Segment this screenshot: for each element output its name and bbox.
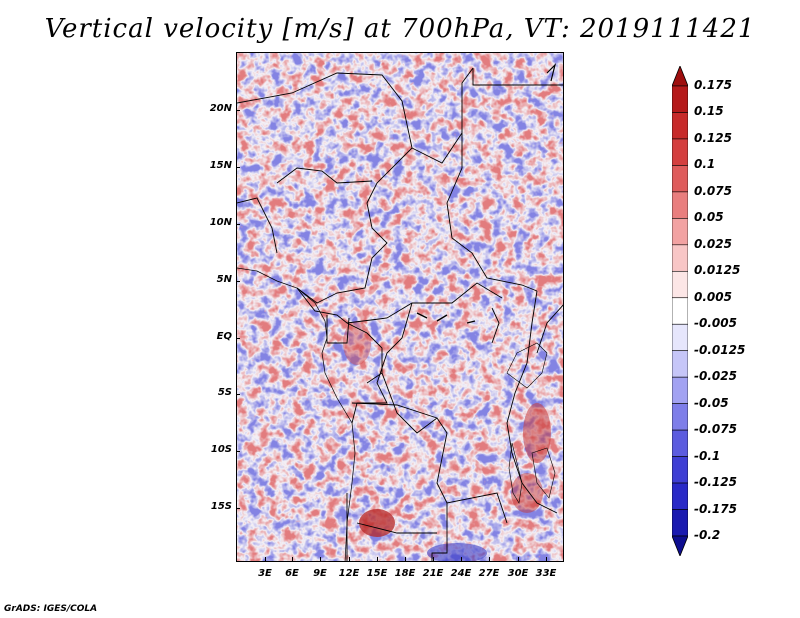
lon-label: 21E (422, 568, 444, 579)
lon-tick (320, 557, 321, 561)
lon-tick (405, 557, 406, 561)
colorbar-label: 0.025 (694, 236, 732, 251)
lat-label: 15N (209, 160, 232, 171)
lon-tick (461, 557, 462, 561)
lon-label: 6E (285, 568, 299, 579)
lat-label: 10S (210, 444, 232, 455)
colorbar-label: -0.05 (694, 395, 729, 410)
colorbar-segment (672, 323, 688, 352)
lat-tick (236, 451, 240, 452)
lat-tick (236, 394, 240, 395)
lon-tick (518, 557, 519, 561)
lon-tick (349, 557, 350, 561)
map-title: Vertical velocity [m/s] at 700hPa, VT: 2… (44, 14, 756, 44)
lon-label: 9E (313, 568, 327, 579)
lon-label: 18E (394, 568, 416, 579)
colorbar-segment (672, 482, 688, 510)
lat-label: EQ (216, 331, 232, 342)
lat-tick (236, 508, 240, 509)
colorbar-label: -0.2 (694, 528, 721, 542)
lat-tick (236, 224, 240, 225)
lat-tick (236, 281, 240, 282)
colorbar-segment (672, 112, 688, 140)
lat-label: 15S (210, 501, 232, 512)
lon-label: 33E (535, 568, 557, 579)
lon-tick (377, 557, 378, 561)
colorbar-segment (672, 350, 688, 378)
colorbar-segment (672, 191, 688, 219)
colorbar-label: 0.175 (694, 78, 732, 92)
colorbar-segment (672, 85, 688, 113)
colorbar-top-arrow (672, 66, 688, 87)
colorbar-label: -0.075 (694, 422, 737, 437)
velocity-field (237, 53, 563, 561)
colorbar-segment (672, 218, 688, 246)
lon-label: 30E (507, 568, 529, 579)
colorbar-label: 0.15 (694, 104, 724, 119)
lon-tick (546, 557, 547, 561)
colorbar-label: 0.05 (694, 210, 724, 225)
grads-credit: GrADS: IGES/COLA (4, 604, 98, 614)
colorbar-segment (672, 297, 688, 325)
lat-label: 5N (216, 274, 232, 285)
colorbar-label: -0.0125 (694, 342, 746, 357)
lon-label: 24E (450, 568, 472, 579)
colorbar-label: 0.0125 (694, 263, 741, 278)
colorbar-segment (672, 270, 688, 299)
colorbar-segment (672, 509, 688, 537)
lat-tick (236, 338, 240, 339)
colorbar-bottom-arrow (672, 535, 688, 556)
lon-tick (292, 557, 293, 561)
lat-label: 5S (217, 387, 232, 398)
country-borders (237, 67, 563, 561)
lon-label: 15E (366, 568, 388, 579)
lon-label: 12E (338, 568, 360, 579)
colorbar (672, 66, 688, 556)
colorbar-label: -0.1 (694, 448, 721, 463)
lon-tick (489, 557, 490, 561)
colorbar-label: 0.125 (694, 130, 732, 145)
colorbar-segment (672, 456, 688, 484)
lat-tick (236, 110, 240, 111)
coastline (237, 63, 557, 561)
colorbar-segment (672, 165, 688, 193)
colorbar-label: 0.005 (694, 289, 732, 304)
lon-tick (433, 557, 434, 561)
colorbar-label: -0.125 (694, 475, 737, 490)
velocity-map (236, 52, 564, 562)
lon-label: 27E (478, 568, 500, 579)
colorbar-label: -0.025 (694, 369, 737, 384)
lon-tick (265, 557, 266, 561)
colorbar-segment (672, 376, 688, 404)
lat-tick (236, 167, 240, 168)
colorbar-segment (672, 138, 688, 166)
colorbar-label: 0.075 (694, 183, 732, 198)
lon-label: 3E (258, 568, 272, 579)
colorbar-label: -0.175 (694, 501, 737, 516)
colorbar-segment (672, 244, 688, 272)
lat-label: 10N (209, 217, 232, 228)
colorbar-label: 0.1 (694, 157, 716, 172)
colorbar-label: -0.005 (694, 316, 737, 331)
colorbar-segment (672, 429, 688, 457)
colorbar-segment (672, 403, 688, 431)
lat-label: 20N (209, 103, 232, 114)
